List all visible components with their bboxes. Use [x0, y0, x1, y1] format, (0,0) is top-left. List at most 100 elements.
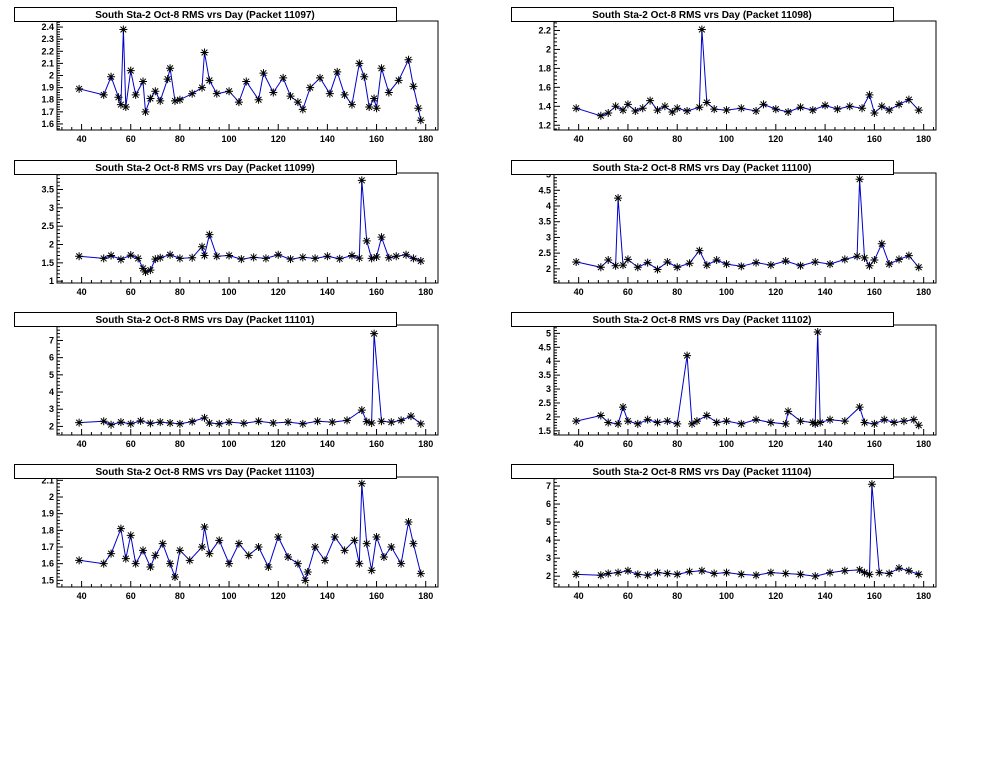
data-point [685, 259, 694, 268]
data-point [274, 533, 283, 541]
data-point [175, 419, 184, 428]
data-point [343, 416, 352, 425]
data-point [379, 553, 388, 561]
series-line [576, 484, 919, 577]
data-point [146, 563, 155, 571]
data-point [737, 262, 746, 271]
data-point [688, 419, 697, 428]
y-tick-label: 4.5 [538, 342, 551, 352]
plot-frame [553, 20, 937, 131]
y-tick-label: 2.3 [41, 34, 54, 44]
x-tick-label: 120 [271, 591, 286, 601]
title-box [511, 464, 894, 479]
y-tick-label: 2 [546, 412, 551, 422]
y-tick-label: 2.5 [41, 221, 54, 231]
data-point [752, 258, 761, 267]
data-point [225, 418, 234, 427]
data-point [249, 253, 258, 262]
data-point [623, 417, 632, 426]
title-box [14, 312, 397, 327]
data-point [811, 257, 820, 266]
y-tick-label: 3 [49, 404, 54, 414]
x-tick-label: 100 [222, 439, 237, 449]
x-tick-label: 100 [719, 287, 734, 297]
data-point [840, 417, 849, 426]
panel-7: 40 60 80 100 120 140 160 180 1.5 1.6 1.7 1.8 1.9 2 2.1… [14, 464, 439, 601]
x-tick-label: 140 [320, 439, 335, 449]
x-tick-label: 180 [916, 134, 931, 144]
data-point [697, 25, 706, 34]
data-point [416, 419, 425, 428]
data-point [416, 569, 425, 578]
y-tick-label: 2.5 [538, 398, 551, 408]
data-point [166, 64, 175, 73]
data-point [119, 25, 128, 34]
data-point [572, 417, 581, 426]
data-point [234, 539, 243, 548]
data-point [853, 252, 862, 261]
data-point [414, 104, 423, 113]
data-point [215, 419, 224, 428]
y-tick-label: 2.2 [538, 25, 551, 35]
data-point [274, 250, 283, 259]
x-tick-label: 160 [867, 591, 882, 601]
x-tick-label: 60 [623, 591, 633, 601]
data-point [653, 265, 662, 274]
title-box [14, 464, 397, 479]
y-tick-label: 2.1 [41, 475, 54, 485]
title-box [511, 160, 894, 175]
y-tick-label: 4 [546, 535, 551, 545]
data-point [614, 568, 623, 577]
y-tick-label: 2.2 [41, 46, 54, 56]
data-point [880, 415, 889, 424]
x-tick-label: 60 [126, 287, 136, 297]
data-point [710, 105, 719, 114]
y-tick-label: 2 [49, 421, 54, 431]
data-point [392, 252, 401, 261]
data-point [170, 96, 179, 105]
data-point [75, 84, 84, 93]
data-point [75, 252, 84, 261]
data-point [895, 100, 904, 109]
data-point [416, 116, 425, 125]
data-point [311, 543, 320, 551]
data-point [198, 242, 207, 251]
y-tick-label: 1.9 [41, 509, 54, 519]
x-tick-label: 140 [818, 134, 833, 144]
data-point [712, 418, 721, 427]
x-tick-label: 100 [719, 439, 734, 449]
data-point [166, 559, 175, 568]
data-point [284, 553, 293, 561]
data-point [188, 89, 197, 98]
y-tick-label: 5 [49, 370, 54, 380]
data-point [796, 417, 805, 426]
data-point [121, 102, 130, 111]
data-point [781, 569, 790, 578]
data-point [156, 253, 165, 262]
x-tick-label: 180 [418, 591, 433, 601]
data-point [909, 415, 918, 424]
data-point [860, 253, 869, 262]
data-point [166, 418, 175, 427]
y-tick-label: 3.5 [41, 185, 54, 195]
data-point [237, 255, 246, 264]
x-tick-label: 120 [768, 591, 783, 601]
data-point [766, 568, 775, 577]
data-point [141, 268, 150, 276]
data-point [752, 571, 761, 580]
x-tick-label: 60 [623, 134, 633, 144]
data-point [596, 571, 605, 580]
data-point [826, 260, 835, 269]
data-point [695, 246, 704, 255]
data-point [340, 546, 349, 555]
data-point [116, 255, 125, 264]
data-point [870, 108, 879, 117]
x-tick-label: 140 [818, 287, 833, 297]
x-tick-label: 60 [623, 439, 633, 449]
data-point [858, 104, 867, 113]
data-point [298, 253, 307, 262]
chart-title: South Sta-2 Oct-8 RMS vrs Day (Packet 11… [593, 467, 812, 478]
data-point [653, 418, 662, 427]
chart-title: South Sta-2 Oct-8 RMS vrs Day (Packet 11… [96, 467, 315, 478]
data-point [139, 264, 148, 273]
